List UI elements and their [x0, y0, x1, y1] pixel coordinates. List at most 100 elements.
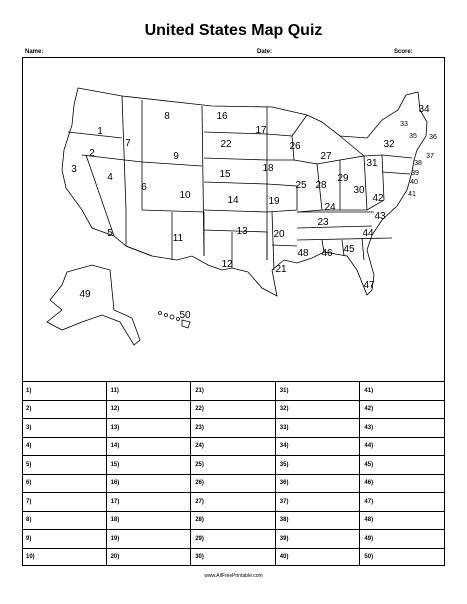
answer-cell[interactable]: 15): [106, 455, 192, 474]
answer-number: 47): [364, 498, 374, 505]
answer-cell[interactable]: 40): [275, 547, 361, 566]
answer-cell[interactable]: 48): [360, 510, 445, 530]
map-label: 4: [107, 172, 113, 183]
answer-cell[interactable]: 6): [22, 473, 107, 492]
answer-number: 1): [26, 387, 32, 394]
answer-cell[interactable]: 7): [22, 492, 107, 511]
answer-cell[interactable]: 22): [191, 399, 276, 418]
answer-cell[interactable]: 16): [106, 473, 192, 492]
answer-cell[interactable]: 2): [22, 399, 107, 418]
answer-cell[interactable]: 32): [275, 399, 361, 418]
answer-cell[interactable]: 24): [191, 436, 276, 455]
answer-number: 49): [364, 535, 374, 542]
state-borders: [61, 87, 428, 297]
score-label: Score:: [394, 49, 413, 55]
map-label: 39: [411, 170, 419, 177]
answer-cell[interactable]: 39): [275, 529, 361, 548]
answer-number: 50): [364, 554, 374, 561]
answer-cell[interactable]: 41): [360, 381, 445, 400]
map-label: 3: [71, 164, 77, 175]
answer-cell[interactable]: 44): [360, 436, 445, 456]
answer-number: 30): [195, 554, 204, 561]
map-label: 35: [409, 133, 417, 140]
answer-cell[interactable]: 11): [106, 381, 192, 400]
map-label: 49: [79, 289, 91, 300]
answer-cell[interactable]: 42): [360, 399, 445, 419]
answer-cell[interactable]: 34): [275, 436, 361, 455]
map-label: 45: [343, 244, 355, 255]
answer-cell[interactable]: 19): [106, 529, 192, 548]
answer-number: 5): [26, 461, 32, 468]
answer-cell[interactable]: 8): [22, 510, 107, 529]
answer-cell[interactable]: 29): [191, 529, 276, 548]
footer-url: www.AllFreePrintable.com: [204, 573, 263, 579]
alaska-outline: [46, 264, 141, 346]
map-label: 14: [227, 195, 239, 206]
quiz-frame: [22, 57, 445, 566]
answer-cell[interactable]: 1): [22, 381, 107, 400]
answer-cell[interactable]: 21): [191, 381, 276, 400]
map-label: 29: [337, 173, 349, 184]
answer-cell[interactable]: 4): [22, 436, 107, 455]
answer-number: 34): [279, 443, 289, 450]
answer-number: 39): [279, 535, 289, 542]
map-label: 17: [255, 125, 267, 136]
map-label: 46: [321, 248, 333, 259]
answer-cell[interactable]: 9): [22, 529, 107, 548]
answer-cell[interactable]: 3): [22, 418, 107, 437]
answer-number: 18): [110, 517, 120, 524]
map-label: 1: [97, 126, 103, 137]
answer-number: 13): [110, 424, 120, 431]
map-label: 34: [418, 104, 430, 115]
answer-number: 12): [110, 406, 120, 413]
answer-cell[interactable]: 31): [275, 381, 361, 400]
map-label: 2: [89, 148, 95, 159]
answer-cell[interactable]: 38): [275, 510, 361, 529]
answer-cell[interactable]: 36): [275, 473, 361, 492]
answer-cell[interactable]: 50): [360, 547, 445, 567]
answer-number: 16): [110, 480, 120, 487]
answer-cell[interactable]: 10): [22, 547, 107, 566]
answer-cell[interactable]: 12): [106, 399, 192, 418]
hawaii-islands: [158, 311, 191, 329]
answer-number: 15): [110, 461, 120, 468]
answer-cell[interactable]: 14): [106, 436, 192, 455]
answer-cell[interactable]: 35): [275, 455, 361, 474]
answer-number: 6): [26, 480, 32, 487]
map-label: 40: [410, 179, 418, 186]
answer-cell[interactable]: 43): [360, 418, 445, 437]
answer-number: 9): [26, 535, 32, 542]
answer-cell[interactable]: 49): [360, 529, 445, 548]
answer-cell[interactable]: 5): [22, 455, 107, 474]
answer-cell[interactable]: 30): [191, 547, 276, 566]
map-label: 48: [297, 248, 309, 259]
answer-cell[interactable]: 13): [106, 418, 192, 437]
map-label: 12: [221, 259, 233, 270]
answer-cell[interactable]: 46): [360, 473, 445, 493]
answer-cell[interactable]: 45): [360, 455, 445, 474]
answer-cell[interactable]: 20): [106, 547, 192, 566]
answer-cell[interactable]: 47): [360, 492, 445, 511]
map-label: 33: [400, 121, 408, 128]
map-label: 30: [353, 185, 365, 196]
answer-cell[interactable]: 23): [191, 418, 276, 437]
answer-cell[interactable]: 28): [191, 510, 276, 529]
answer-cell[interactable]: 26): [191, 473, 276, 492]
map-label: 19: [268, 196, 280, 207]
answer-number: 25): [195, 461, 204, 468]
answer-cell[interactable]: 17): [106, 492, 192, 511]
answer-cell[interactable]: 37): [275, 492, 361, 511]
map-label: 44: [362, 228, 374, 239]
answer-cell[interactable]: 33): [275, 418, 361, 437]
map-label: 20: [273, 229, 285, 240]
answer-number: 22): [195, 406, 204, 413]
answer-cell[interactable]: 27): [191, 492, 276, 511]
answer-cell[interactable]: 25): [191, 455, 276, 474]
answer-cell[interactable]: 18): [106, 510, 192, 529]
answer-number: 46): [364, 480, 374, 487]
map-label: 8: [164, 111, 170, 122]
map-label: 47: [363, 280, 375, 291]
map-label: 31: [366, 158, 378, 169]
map-label: 6: [141, 182, 147, 193]
answer-number: 35): [279, 461, 289, 468]
